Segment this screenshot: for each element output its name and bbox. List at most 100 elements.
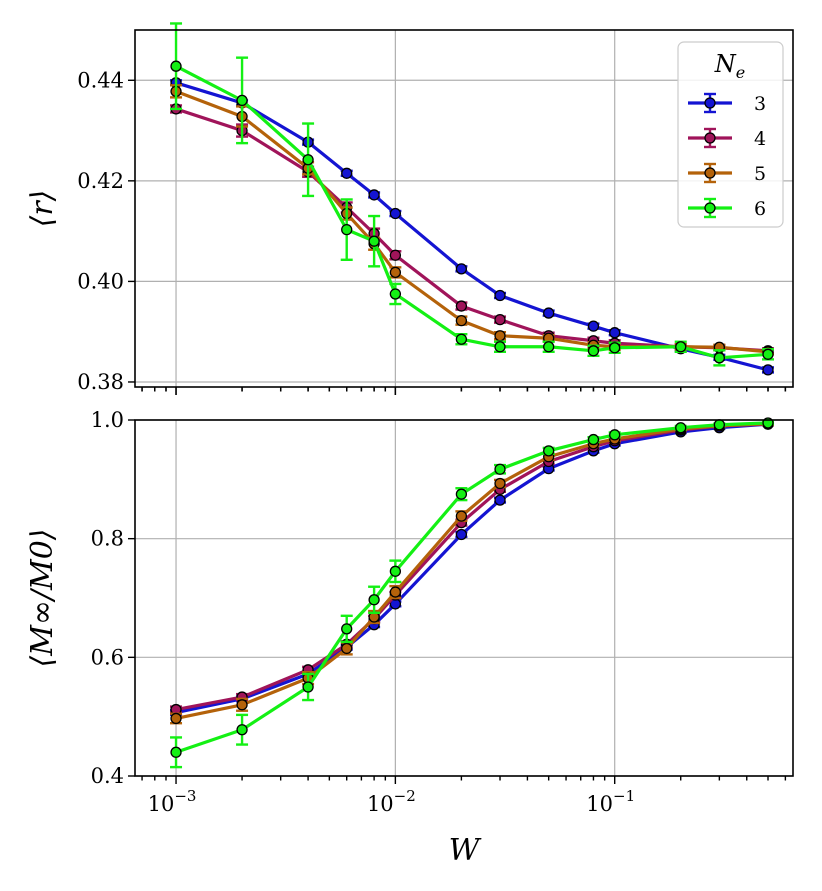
legend-label: 5 [754, 163, 766, 185]
x-tick-exponent: −2 [394, 787, 416, 805]
data-point [455, 333, 468, 345]
plot-frame [134, 419, 794, 777]
bottom-panel: 0.40.60.81.0⟨M∞/M0⟩10−3 10−2 10−1W [25, 408, 794, 868]
y-tick-label: 0.42 [77, 169, 124, 193]
data-point [587, 433, 600, 446]
data-point [389, 586, 402, 598]
data-point [170, 712, 182, 725]
legend-marker [704, 202, 716, 214]
legend-title-sub: e [736, 63, 745, 82]
data-point [341, 642, 353, 655]
legend-marker [704, 167, 716, 179]
legend-label: 6 [754, 198, 766, 220]
x-tick-base: 10 [586, 792, 613, 816]
data-point [494, 330, 506, 342]
data-point [236, 724, 248, 736]
x-tick-label: 10−3 [148, 787, 197, 816]
data-point [494, 494, 506, 506]
legend-entry-6: 6 [688, 197, 766, 220]
data-point [341, 167, 353, 179]
data-point [587, 320, 600, 332]
data-point [341, 223, 353, 236]
x-tick-base: 10 [148, 792, 175, 816]
data-point [236, 699, 248, 711]
data-point [302, 154, 314, 166]
legend-marker [704, 132, 716, 144]
data-point [389, 288, 402, 300]
y-axis-label: ⟨r⟩ [25, 190, 60, 228]
data-point [762, 348, 774, 360]
series-line-6 [175, 64, 769, 360]
data-point [455, 510, 468, 522]
data-point [368, 235, 380, 247]
legend-entry-3: 3 [688, 92, 766, 115]
legend-label: 4 [754, 128, 766, 150]
data-point [368, 189, 380, 201]
y-tick-label: 0.40 [77, 269, 124, 293]
data-point [494, 477, 506, 490]
y-tick-label: 1.0 [91, 408, 124, 432]
data-point [713, 352, 725, 364]
x-tick-label: 10−2 [367, 787, 416, 816]
series-6 [170, 22, 775, 367]
data-point [762, 364, 774, 376]
data-point [675, 341, 687, 353]
y-axis-label: ⟨M∞/M0⟩ [25, 528, 60, 667]
y-tick-label: 0.8 [91, 527, 124, 551]
legend-label: 3 [754, 93, 766, 115]
y-tick-label: 0.6 [91, 645, 124, 669]
data-point [455, 488, 468, 500]
series-line-4 [175, 422, 769, 712]
series-line-5 [175, 421, 769, 721]
y-tick-label: 0.38 [77, 370, 124, 394]
data-point [543, 445, 555, 457]
legend-entry-5: 5 [688, 162, 766, 185]
x-tick-exponent: −3 [174, 787, 196, 805]
x-axis-label: W [449, 833, 482, 868]
data-point [368, 594, 380, 606]
series-5 [170, 417, 775, 725]
x-tick-exponent: −1 [613, 787, 635, 805]
legend-box [677, 41, 784, 228]
plot-frame [134, 29, 794, 388]
data-point [170, 60, 182, 72]
data-point [455, 300, 468, 312]
data-point [389, 266, 402, 279]
legend-title-base: N [714, 50, 737, 78]
y-tick-label: 0.44 [77, 68, 124, 92]
data-point [609, 429, 621, 441]
data-point [543, 307, 555, 319]
data-point [494, 341, 506, 353]
data-point [587, 345, 600, 357]
data-point [713, 419, 725, 431]
data-point [389, 207, 402, 220]
data-point [170, 746, 182, 758]
x-tick-label: 10−1 [586, 787, 635, 816]
data-point [236, 94, 248, 107]
data-point [455, 314, 468, 327]
data-point [543, 341, 555, 353]
x-tick-base: 10 [367, 792, 394, 816]
data-point [494, 313, 506, 326]
data-point [494, 463, 506, 475]
legend-title: Ne [714, 50, 745, 82]
series-4 [170, 418, 775, 716]
series-3 [170, 418, 775, 719]
data-point [675, 422, 687, 434]
data-point [455, 528, 468, 541]
series-line-6 [175, 421, 769, 754]
data-point [609, 327, 621, 339]
series-line-3 [175, 422, 769, 715]
y-tick-label: 0.4 [91, 764, 124, 788]
data-point [494, 289, 506, 302]
data-point [609, 342, 621, 354]
data-point [341, 623, 353, 635]
data-point [302, 681, 314, 693]
data-point [389, 249, 402, 261]
series-6 [170, 417, 775, 769]
data-point [389, 565, 402, 577]
legend-entry-4: 4 [688, 127, 766, 150]
legend-marker [704, 97, 716, 109]
